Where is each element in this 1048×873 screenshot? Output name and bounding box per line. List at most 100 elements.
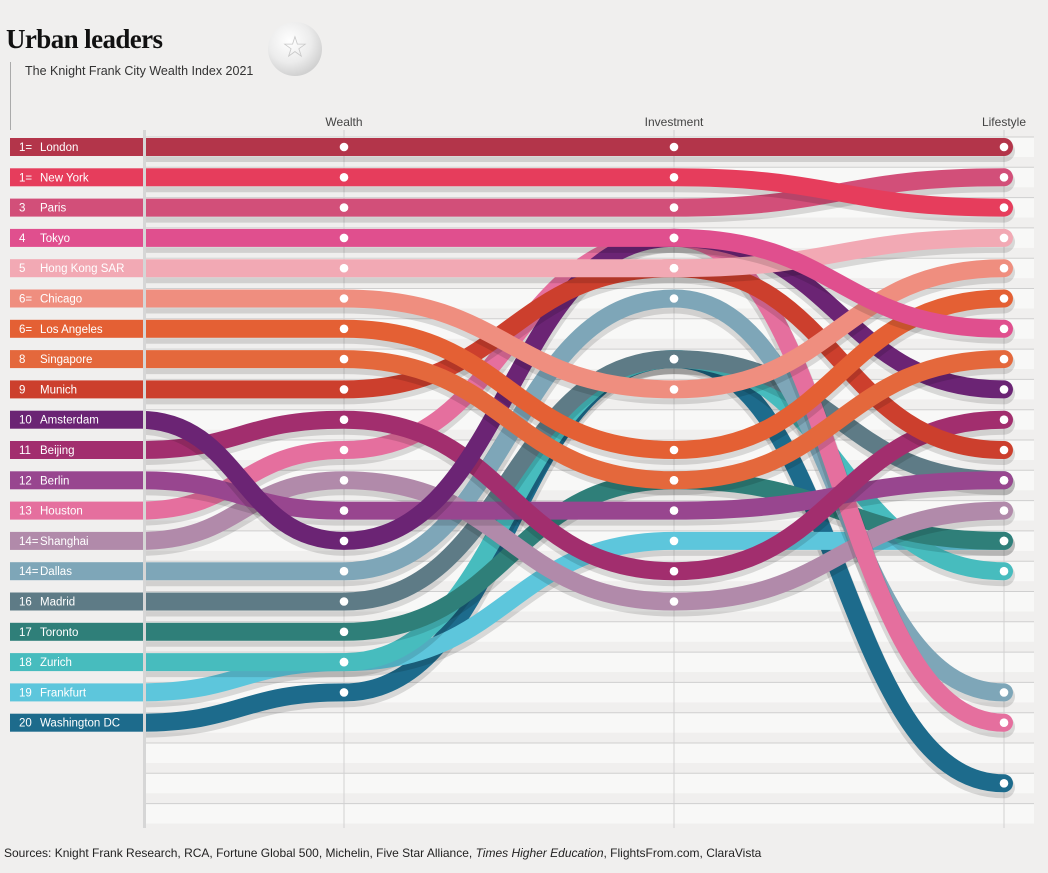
label-bar-new-york [10, 168, 143, 187]
marker-berlin-investment [669, 506, 679, 515]
rank-label-zurich: 18 [19, 657, 32, 669]
rank-label-toronto: 17 [19, 627, 32, 639]
marker-beijing-wealth [339, 415, 349, 425]
rank-label-houston: 13 [19, 506, 32, 518]
city-label-new-york: New York [40, 172, 89, 184]
marker-los-angeles-lifestyle [999, 294, 1009, 303]
grid-row [143, 712, 1034, 733]
rank-label-hong-kong-sar: 5 [19, 263, 25, 275]
ribbon-tokyo [130, 228, 1013, 338]
marker-washington-dc-wealth [339, 688, 349, 697]
label-bar-tokyo [10, 228, 143, 247]
source-suffix: , FlightsFrom.com, ClaraVista [603, 846, 762, 860]
city-label-beijing: Beijing [40, 445, 75, 457]
rank-label-beijing: 11 [19, 445, 31, 457]
column-label-lifestyle: Lifestyle [982, 115, 1026, 129]
label-bar-houston [10, 501, 143, 520]
page-subtitle: The Knight Frank City Wealth Index 2021 [25, 64, 254, 78]
marker-washington-dc-lifestyle [999, 779, 1009, 788]
city-label-hong-kong-sar: Hong Kong SAR [40, 263, 124, 275]
marker-washington-dc-investment [669, 354, 679, 364]
marker-houston-investment [669, 233, 679, 243]
label-bar-washington-dc [10, 713, 143, 732]
ribbon-hong-kong-sar [130, 228, 1013, 278]
marker-beijing-lifestyle [999, 415, 1009, 425]
rank-label-amsterdam: 10 [19, 415, 32, 427]
marker-dallas-investment [669, 294, 679, 303]
marker-beijing-investment [669, 566, 679, 576]
column-label-wealth: Wealth [325, 115, 362, 129]
marker-munich-lifestyle [999, 445, 1009, 455]
marker-new-york-investment [669, 173, 679, 182]
rank-label-berlin: 12 [19, 475, 32, 487]
label-bar-los-angeles [10, 319, 143, 338]
label-bar-madrid [10, 592, 143, 611]
city-label-munich: Munich [40, 384, 77, 396]
page-title: Urban leaders [6, 24, 163, 54]
rank-label-frankfurt: 19 [19, 687, 32, 699]
marker-tokyo-lifestyle [999, 324, 1009, 334]
city-label-london: London [40, 142, 78, 154]
marker-madrid-lifestyle [999, 476, 1009, 485]
marker-singapore-wealth [339, 354, 349, 364]
ribbon-beijing [130, 410, 1013, 581]
grid-row [143, 743, 1034, 763]
ribbon-madrid [130, 350, 1013, 611]
ribbon-singapore [130, 350, 1013, 490]
rank-label-los-angeles: 6= [19, 324, 32, 336]
marker-munich-wealth [339, 385, 349, 394]
rank-label-dallas: 14= [19, 566, 39, 578]
marker-paris-lifestyle [999, 173, 1009, 182]
marker-dallas-wealth [339, 566, 349, 576]
marker-dallas-lifestyle [999, 688, 1009, 697]
marker-chicago-wealth [339, 294, 349, 303]
marker-shanghai-investment [669, 597, 679, 606]
label-bar-berlin [10, 471, 143, 490]
rank-label-tokyo: 4 [19, 233, 26, 245]
marker-frankfurt-lifestyle [999, 536, 1009, 546]
marker-amsterdam-wealth [339, 536, 349, 546]
grid-row [143, 803, 1034, 824]
marker-chicago-investment [669, 385, 679, 394]
label-bar-toronto [10, 622, 143, 641]
marker-shanghai-lifestyle [999, 506, 1009, 515]
rank-label-munich: 9 [19, 384, 25, 396]
rank-label-new-york: 1= [19, 172, 32, 184]
marker-paris-wealth [339, 203, 349, 212]
marker-munich-investment [669, 263, 679, 273]
city-label-houston: Houston [40, 506, 83, 518]
marker-singapore-lifestyle [999, 354, 1009, 364]
rank-label-shanghai: 14= [19, 536, 39, 548]
column-label-investment: Investment [645, 115, 704, 129]
city-label-berlin: Berlin [40, 475, 69, 487]
rank-label-chicago: 6= [19, 294, 32, 306]
city-label-paris: Paris [40, 203, 66, 215]
city-label-washington-dc: Washington DC [40, 718, 120, 730]
city-label-singapore: Singapore [40, 354, 92, 366]
city-label-tokyo: Tokyo [40, 233, 70, 245]
star-icon: ☆ [268, 22, 322, 76]
marker-new-york-lifestyle [999, 203, 1009, 212]
source-note: Sources: Knight Frank Research, RCA, For… [4, 846, 761, 860]
label-bar-amsterdam [10, 410, 143, 429]
label-bar-frankfurt [10, 683, 143, 702]
marker-amsterdam-lifestyle [999, 385, 1009, 394]
marker-los-angeles-wealth [339, 324, 349, 334]
marker-frankfurt-investment [669, 536, 679, 546]
label-bar-singapore [10, 350, 143, 369]
marker-toronto-wealth [339, 627, 349, 637]
city-label-zurich: Zurich [40, 657, 72, 669]
rank-label-washington-dc: 20 [19, 718, 32, 730]
grid-row [143, 773, 1034, 794]
ribbon-munich [130, 259, 1013, 459]
marker-houston-wealth [339, 445, 349, 455]
city-label-madrid: Madrid [40, 597, 75, 609]
marker-chicago-lifestyle [999, 263, 1009, 273]
marker-hong-kong-sar-wealth [339, 263, 349, 273]
city-label-los-angeles: Los Angeles [40, 324, 103, 336]
marker-new-york-wealth [339, 173, 349, 182]
ribbon-new-york [130, 168, 1013, 217]
marker-berlin-wealth [339, 506, 349, 515]
rank-label-london: 1= [19, 142, 32, 154]
rank-label-singapore: 8 [19, 354, 25, 366]
